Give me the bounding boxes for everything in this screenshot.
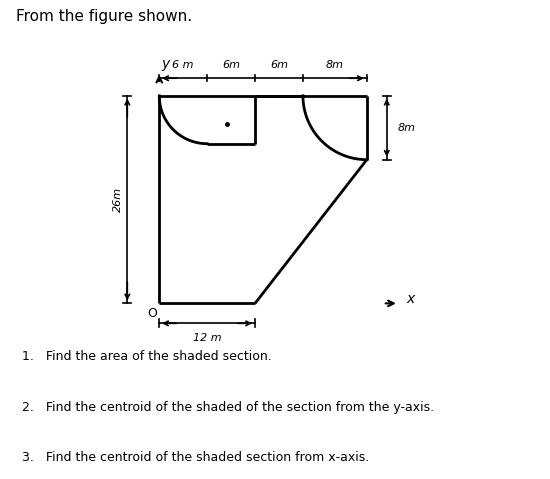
Text: 6m: 6m	[222, 60, 240, 70]
Text: 8m: 8m	[326, 60, 344, 70]
Text: 1.   Find the area of the shaded section.: 1. Find the area of the shaded section.	[22, 350, 272, 364]
Text: 6m: 6m	[270, 60, 288, 70]
Text: y: y	[162, 57, 170, 71]
Text: 3.   Find the centroid of the shaded section from x-axis.: 3. Find the centroid of the shaded secti…	[22, 451, 369, 464]
Text: 8m: 8m	[397, 123, 415, 133]
Text: 12 m: 12 m	[193, 333, 222, 343]
Text: From the figure shown.: From the figure shown.	[16, 9, 192, 24]
Text: O: O	[147, 308, 157, 320]
Text: x: x	[406, 292, 415, 307]
Text: 6 m: 6 m	[173, 60, 194, 70]
Text: 2.   Find the centroid of the shaded of the section from the y-axis.: 2. Find the centroid of the shaded of th…	[22, 400, 434, 414]
Text: 26m: 26m	[113, 187, 123, 212]
